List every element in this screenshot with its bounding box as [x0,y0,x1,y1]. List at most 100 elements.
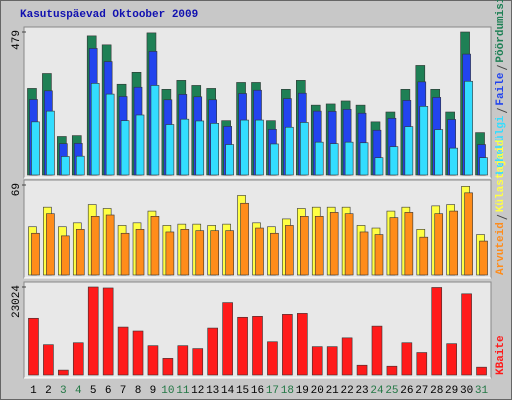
bar [90,216,100,276]
x-tick-label: 29 [445,385,458,397]
bar [356,364,368,376]
bar [416,352,428,376]
x-tick-label: 4 [75,385,82,397]
bar [43,344,54,376]
bar [449,210,458,276]
bar [28,317,39,376]
bar [210,230,219,276]
bar [87,286,99,376]
x-tick-label: 20 [311,385,324,397]
bar [300,122,309,176]
chart-title: Kasutuspäevad Oktoober 2009 [20,9,198,21]
bar [359,231,369,276]
y-tick-label: 23024 [11,285,23,318]
bar [147,345,159,376]
legend-label: KBaite [495,335,507,375]
bar [240,202,249,276]
bar [90,83,100,176]
bar [75,229,85,276]
x-tick-label: 28 [430,385,443,397]
bar [314,141,324,176]
legend-label: Arvuteid [495,222,507,275]
y-tick-label: 69 [11,183,23,196]
bar [359,142,369,176]
x-tick-label: 6 [105,385,112,397]
bar [46,110,55,176]
legend: Lehekülgi Faile Pöördumisi [495,0,508,175]
x-tick-label: 13 [206,385,219,397]
bar [419,106,429,176]
x-tick-label: 16 [251,385,264,397]
bar [479,157,488,176]
bar [150,216,160,276]
bar [225,144,234,176]
bar [270,143,279,176]
bar [180,118,190,176]
bar [240,119,249,176]
bar [75,155,85,176]
legend-label: Külastajaid [495,140,507,213]
bar [329,143,339,176]
bar [341,337,353,376]
bar [267,341,278,376]
bar [165,231,175,276]
bar [386,365,398,376]
legend-label: Faile [495,72,507,105]
bar [72,342,84,376]
x-tick-label: 12 [191,385,204,397]
bar [300,216,309,276]
bar [102,287,114,376]
bar [132,330,144,376]
legend: Arvuteid Külastajaid [495,140,508,275]
bar [177,345,189,376]
bar [61,235,70,276]
bar [461,293,472,376]
bar [105,214,115,276]
bar [344,141,354,176]
bar [401,342,413,376]
x-tick-label: 18 [281,385,294,397]
bar [464,192,473,276]
bar [297,313,308,376]
x-tick-label: 8 [135,385,142,397]
x-tick-label: 27 [415,385,428,397]
bar [374,234,384,276]
x-tick-label: 2 [45,385,52,397]
x-tick-label: 17 [266,385,279,397]
bar [476,366,487,376]
x-tick-label: 15 [236,385,249,397]
bar [464,80,473,176]
bar [255,227,264,276]
bar [237,316,248,376]
bar [282,314,293,376]
x-tick-label: 11 [176,385,190,397]
bar [285,225,294,276]
x-tick-label: 7 [120,385,127,397]
x-tick-label: 23 [355,385,368,397]
bar [419,236,429,276]
bar [434,213,444,276]
bar [326,346,338,376]
bar [150,85,160,176]
bar [225,230,234,276]
x-tick-label: 5 [90,385,97,397]
x-tick-label: 3 [60,385,67,397]
bar [285,126,294,176]
legend-label: Pöördumisi [495,0,507,63]
y-tick-label: 479 [11,30,23,50]
bar [210,123,219,176]
bar [389,217,399,276]
bar [117,326,129,376]
x-tick-label: 26 [400,385,413,397]
bar [329,212,339,276]
legend-label: Lehekülgi [495,115,507,175]
x-tick-label: 21 [326,385,340,397]
x-tick-label: 31 [475,385,489,397]
bar [222,302,233,376]
bar [404,212,414,276]
bar [270,232,279,276]
bar [31,232,40,276]
x-tick-label: 14 [221,385,235,397]
legend-separator [496,108,508,114]
